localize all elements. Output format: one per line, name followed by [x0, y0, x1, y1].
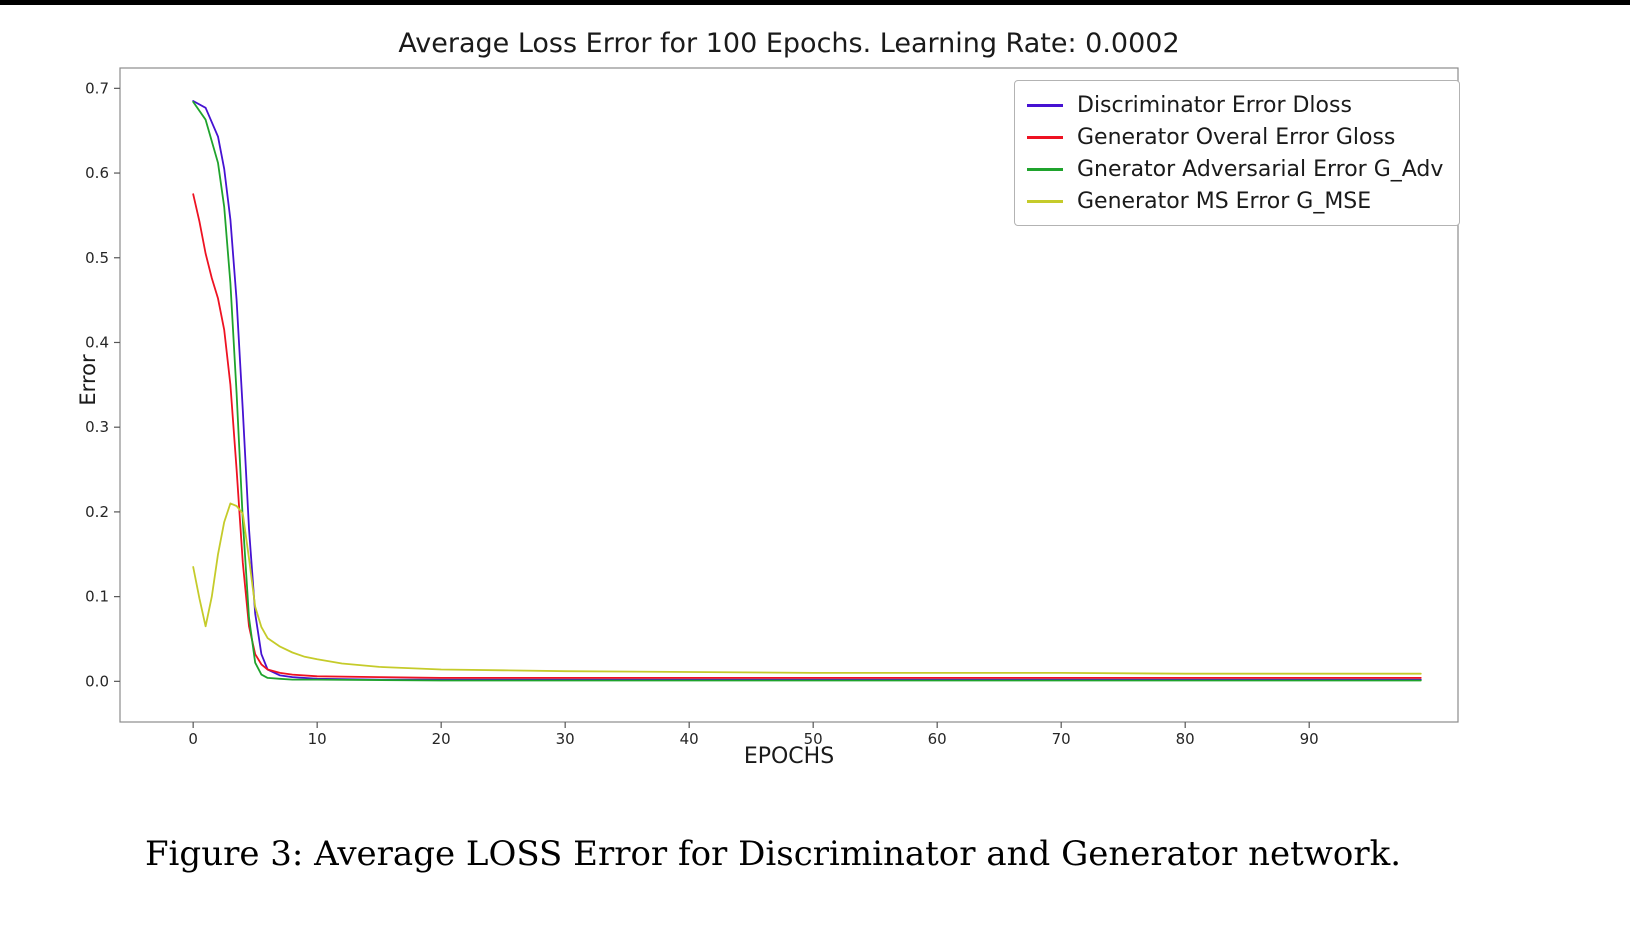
- legend-label: Discriminator Error Dloss: [1077, 92, 1352, 118]
- legend-item: Gnerator Adversarial Error G_Adv: [1027, 155, 1443, 183]
- y-tick-label: 0.1: [85, 588, 109, 606]
- legend-item: Generator MS Error G_MSE: [1027, 187, 1443, 215]
- legend-item: Discriminator Error Dloss: [1027, 91, 1443, 119]
- chart-title: Average Loss Error for 100 Epochs. Learn…: [398, 28, 1180, 59]
- legend-line-swatch: [1027, 167, 1063, 171]
- legend: Discriminator Error Dloss Generator Overa…: [1014, 80, 1461, 226]
- series-line-g_adv: [192, 101, 1422, 682]
- x-tick-label: 60: [928, 730, 947, 748]
- y-tick-label: 0.5: [85, 249, 109, 267]
- x-tick-label: 80: [1176, 730, 1195, 748]
- series-line-dloss: [192, 100, 1422, 681]
- top-border-bar: [0, 0, 1630, 5]
- x-tick-label: 40: [680, 730, 699, 748]
- x-tick-label: 0: [188, 730, 198, 748]
- x-tick-label: 90: [1300, 730, 1319, 748]
- legend-item: Generator Overal Error Gloss: [1027, 123, 1443, 151]
- legend-line-swatch: [1027, 199, 1063, 203]
- x-tick-label: 20: [432, 730, 451, 748]
- legend-line-swatch: [1027, 135, 1063, 139]
- y-axis-label: Error: [76, 354, 100, 406]
- series-line-g_mse: [192, 502, 1422, 675]
- x-axis-label: EPOCHS: [743, 744, 835, 769]
- series-line-gloss: [192, 193, 1422, 679]
- figure-caption: Figure 3: Average LOSS Error for Discrim…: [144, 834, 1402, 874]
- legend-label: Generator MS Error G_MSE: [1077, 188, 1372, 214]
- y-tick-label: 0.2: [85, 503, 109, 521]
- plot-frame: [119, 67, 1459, 723]
- y-tick-label: 0.4: [85, 333, 109, 351]
- plot-canvas: 0 10 20 30 40 50 60 70 80 90 0.0 0.1 0.2 0.3 0.4 0.5 0.6…: [85, 67, 1459, 748]
- y-tick-label: 0.0: [85, 672, 109, 690]
- x-tick-label: 70: [1052, 730, 1071, 748]
- y-tick-label: 0.3: [85, 418, 109, 436]
- x-tick-label: 10: [308, 730, 327, 748]
- legend-label: Gnerator Adversarial Error G_Adv: [1077, 156, 1444, 182]
- x-tick-label: 50: [804, 730, 823, 748]
- y-tick-label: 0.7: [85, 79, 109, 97]
- x-tick-label: 30: [556, 730, 575, 748]
- legend-line-swatch: [1027, 103, 1063, 107]
- legend-label: Generator Overal Error Gloss: [1077, 124, 1396, 150]
- y-tick-label: 0.6: [85, 164, 109, 182]
